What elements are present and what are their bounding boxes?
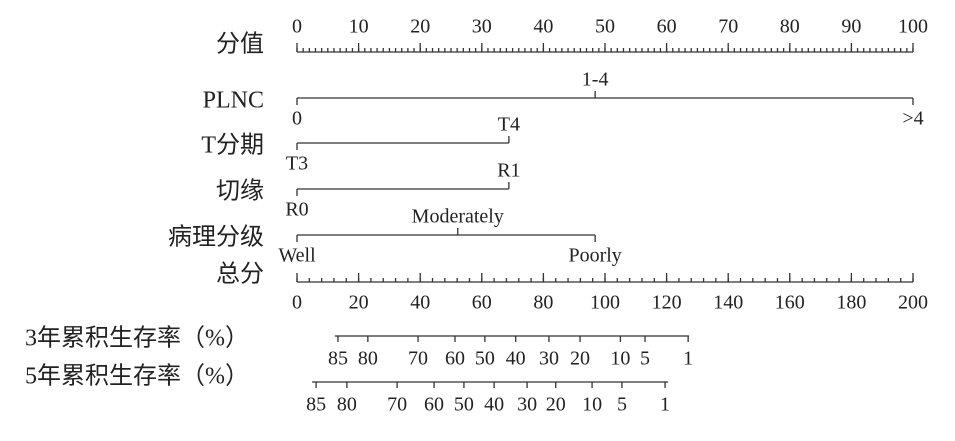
outcome-name: 3年累积生存率（%） [25, 325, 249, 352]
tick-label: 160 [775, 292, 805, 314]
level-label: Moderately [412, 206, 504, 228]
level-label: 1-4 [582, 69, 609, 91]
tick-label: 80 [337, 394, 357, 416]
tick-label: 50 [595, 16, 615, 38]
tick-label: 1 [683, 348, 693, 370]
tick-label: 80 [780, 16, 800, 38]
variable-name: 病理分级 [168, 224, 264, 251]
tick-label: 40 [410, 292, 430, 314]
scale-name: 总分 [216, 261, 264, 288]
level-label: T4 [498, 114, 520, 136]
tick-label: 85 [328, 348, 348, 370]
tick-label: 80 [358, 348, 378, 370]
tick-label: 40 [533, 16, 553, 38]
tick-label: 200 [898, 292, 928, 314]
scale-name: 分值 [216, 31, 264, 58]
tick-label: 20 [570, 348, 590, 370]
tick-label: 70 [408, 348, 428, 370]
tick-label: 100 [898, 16, 928, 38]
tick-label: 0 [292, 292, 302, 314]
tick-label: 50 [475, 348, 495, 370]
tick-label: 140 [713, 292, 743, 314]
tick-label: 10 [349, 16, 369, 38]
tick-label: 30 [472, 16, 492, 38]
tick-label: 60 [424, 394, 444, 416]
tick-label: 1 [660, 394, 670, 416]
tick-label: 0 [292, 16, 302, 38]
variable-name: 切缘 [216, 178, 264, 205]
tick-label: 10 [582, 394, 602, 416]
tick-label: 60 [445, 348, 465, 370]
tick-label: 20 [410, 16, 430, 38]
tick-label: 30 [517, 394, 537, 416]
level-label: >4 [902, 108, 923, 130]
tick-label: 100 [590, 292, 620, 314]
tick-label: 60 [472, 292, 492, 314]
level-label: Poorly [568, 245, 621, 267]
tick-label: 30 [539, 348, 559, 370]
tick-label: 20 [349, 292, 369, 314]
variable-name: PLNC [203, 88, 264, 114]
level-label: R0 [285, 199, 308, 221]
tick-label: 70 [387, 394, 407, 416]
tick-label: 5 [617, 394, 627, 416]
tick-label: 120 [652, 292, 682, 314]
tick-label: 5 [640, 348, 650, 370]
tick-label: 40 [506, 348, 526, 370]
tick-label: 180 [836, 292, 866, 314]
tick-label: 60 [657, 16, 677, 38]
tick-label: 20 [546, 394, 566, 416]
tick-label: 80 [533, 292, 553, 314]
tick-label: 50 [454, 394, 474, 416]
variable-name: T分期 [201, 132, 264, 159]
tick-label: 85 [306, 394, 326, 416]
level-label: 0 [292, 108, 302, 130]
level-label: Well [278, 245, 316, 267]
tick-label: 10 [610, 348, 630, 370]
level-label: R1 [497, 160, 520, 182]
outcome-name: 5年累积生存率（%） [25, 363, 249, 390]
tick-label: 40 [484, 394, 504, 416]
tick-label: 90 [841, 16, 861, 38]
level-label: T3 [286, 153, 308, 175]
tick-label: 70 [718, 16, 738, 38]
